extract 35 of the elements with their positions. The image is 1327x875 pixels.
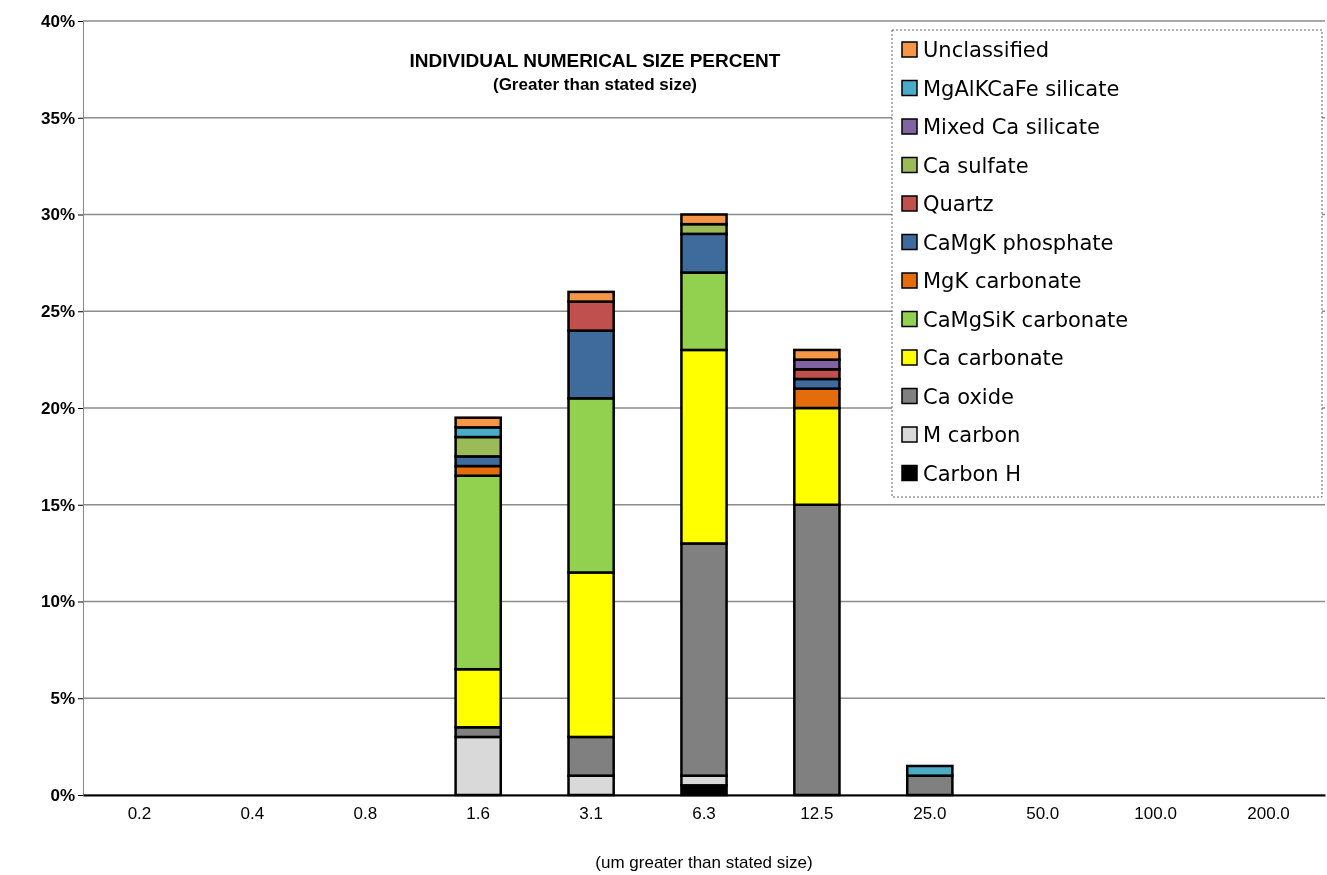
x-tick-label: 50.0: [1026, 804, 1060, 824]
legend-label: CaMgK phosphate: [923, 230, 1114, 255]
text: INDIVIDUAL NUMERICAL SIZE PERCENT: [409, 50, 781, 71]
x-tick-label: 6.3: [692, 804, 716, 824]
legend-label: Ca carbonate: [923, 346, 1064, 370]
y-tick-label: 35%: [40, 108, 75, 128]
x-tick-label: 0.4: [240, 804, 265, 824]
y-tick-label: 40%: [40, 11, 75, 31]
x-tick-label: 200.0: [1247, 804, 1290, 824]
x-tick-label: 1.6: [466, 804, 490, 824]
y-tick-label: 25%: [40, 302, 75, 322]
legend-label: Mixed Ca silicate: [923, 115, 1100, 139]
y-tick-label: 0%: [50, 785, 75, 805]
x-tick-label: 3.1: [579, 804, 603, 824]
y-tick-label: 20%: [40, 398, 75, 418]
legend-label: Ca oxide: [923, 384, 1014, 409]
legend-label: Unclassified: [923, 38, 1050, 62]
legend-label: Carbon H: [923, 461, 1022, 486]
x-tick-label: 12.5: [800, 804, 834, 824]
x-tick-label: 25.0: [913, 804, 947, 824]
x-tick-label: 0.2: [127, 804, 152, 824]
legend-label: CaMgSiK carbonate: [923, 307, 1129, 332]
y-tick-label: 10%: [40, 592, 75, 612]
x-tick-label: 0.8: [353, 804, 378, 824]
legend-label: MgK carbonate: [923, 269, 1082, 293]
y-tick-label: 15%: [40, 495, 75, 515]
legend-label: Quartz: [923, 192, 994, 216]
legend-label: M carbon: [923, 423, 1021, 447]
y-tick-label: 5%: [50, 689, 75, 709]
legend-label: Ca sulfate: [923, 153, 1029, 178]
x-axis-title: (um greater than stated size): [595, 853, 813, 872]
text: (Greater than stated size): [492, 75, 698, 94]
x-tick-label: 100.0: [1134, 804, 1177, 824]
y-tick-label: 30%: [40, 205, 75, 225]
legend-label: MgAlKCaFe silicate: [923, 76, 1120, 101]
